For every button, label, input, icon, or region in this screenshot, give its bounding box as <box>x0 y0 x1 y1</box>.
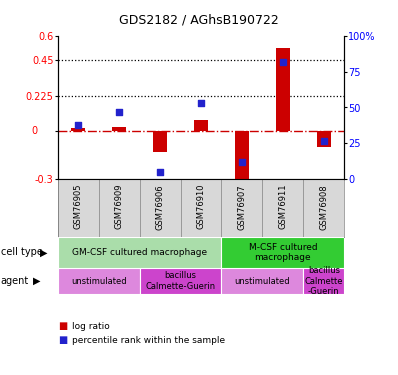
Point <box>116 109 122 115</box>
Bar <box>112 127 126 132</box>
Text: GSM76907: GSM76907 <box>238 184 246 230</box>
Text: log ratio: log ratio <box>72 322 109 331</box>
Bar <box>71 128 85 132</box>
Text: M-CSF cultured
macrophage: M-CSF cultured macrophage <box>249 243 317 262</box>
Text: ■: ■ <box>58 335 67 345</box>
Text: GSM76911: GSM76911 <box>278 184 287 230</box>
Text: GSM76905: GSM76905 <box>74 184 83 230</box>
Text: bacillus
Calmette-Guerin: bacillus Calmette-Guerin <box>145 272 216 291</box>
Bar <box>317 132 331 147</box>
Point <box>198 100 204 106</box>
Point <box>239 159 245 165</box>
Bar <box>221 268 303 294</box>
Bar <box>235 132 249 183</box>
Text: unstimulated: unstimulated <box>234 276 290 285</box>
Text: GSM76908: GSM76908 <box>319 184 328 230</box>
Text: ▶: ▶ <box>40 247 47 257</box>
Bar <box>276 48 290 132</box>
Bar <box>303 268 344 294</box>
Text: GSM76910: GSM76910 <box>197 184 205 230</box>
Text: unstimulated: unstimulated <box>71 276 127 285</box>
Point <box>75 122 81 128</box>
Bar <box>140 268 221 294</box>
Text: 0: 0 <box>31 126 38 136</box>
Text: agent: agent <box>1 276 29 286</box>
Point <box>157 169 163 175</box>
Bar <box>194 120 208 132</box>
Bar <box>221 237 344 268</box>
Bar <box>58 268 140 294</box>
Bar <box>153 132 167 152</box>
Text: percentile rank within the sample: percentile rank within the sample <box>72 336 225 345</box>
Text: bacillus
Calmette
-Guerin: bacillus Calmette -Guerin <box>304 266 343 296</box>
Text: GM-CSF cultured macrophage: GM-CSF cultured macrophage <box>72 248 207 257</box>
Text: GDS2182 / AGhsB190722: GDS2182 / AGhsB190722 <box>119 13 279 26</box>
Text: GSM76906: GSM76906 <box>156 184 164 230</box>
Text: ■: ■ <box>58 321 67 331</box>
Point <box>280 58 286 64</box>
Point <box>321 138 327 144</box>
Text: cell type: cell type <box>1 247 43 257</box>
Text: GSM76909: GSM76909 <box>115 184 124 230</box>
Text: ▶: ▶ <box>33 276 40 286</box>
Bar <box>58 237 221 268</box>
